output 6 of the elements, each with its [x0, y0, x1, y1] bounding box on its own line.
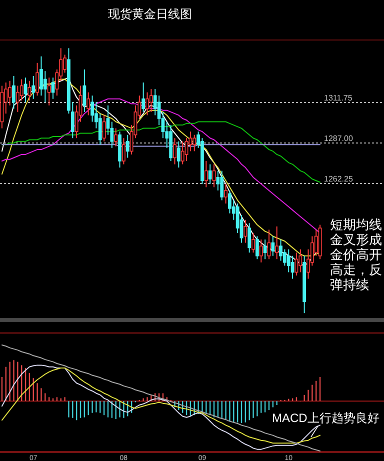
y-tick-label: 1287.00: [324, 134, 354, 144]
text: 短期均线金叉形成金价高开高走，反弹持续: [330, 217, 382, 292]
y-tick-label: 1262.25: [324, 174, 354, 184]
annotation: MACD上行趋势良好: [272, 411, 380, 425]
y-tick-label: 1311.75: [324, 94, 353, 103]
chart-title: 现货黄金日线图: [108, 7, 192, 21]
